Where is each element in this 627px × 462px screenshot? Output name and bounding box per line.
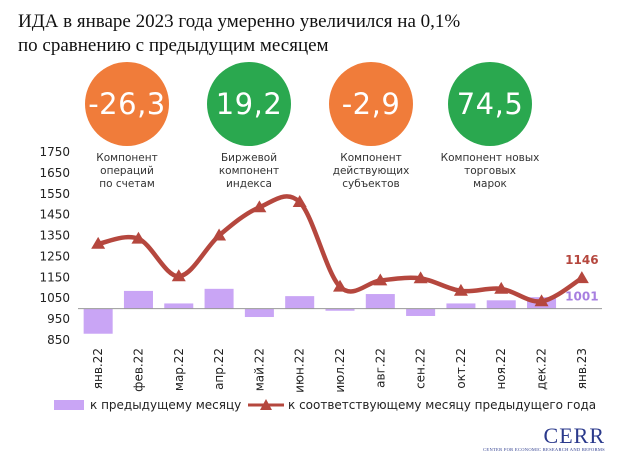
kpi-entities-label-line: субъектов bbox=[342, 178, 400, 190]
kpi-entities-label-line: Компонент bbox=[340, 152, 402, 164]
bar bbox=[406, 308, 436, 316]
legend-item-bars: к предыдущему месяцу bbox=[54, 398, 241, 412]
kpi-entities: -2,9 Компонент действующих субъектов bbox=[306, 62, 436, 191]
x-tick-label: дек.22 bbox=[535, 348, 549, 390]
line-point bbox=[292, 195, 307, 208]
y-tick-label: 850 bbox=[47, 333, 70, 347]
y-tick-label: 1650 bbox=[39, 166, 70, 180]
kpi-accounts: -26,3 Компонент операций по счетам bbox=[62, 62, 192, 191]
x-tick-label: фев.22 bbox=[131, 348, 145, 392]
x-tick-label: авг.22 bbox=[373, 348, 387, 388]
line-point bbox=[171, 269, 186, 282]
x-tick-label: июл.22 bbox=[333, 348, 347, 393]
line-point bbox=[131, 231, 146, 244]
kpi-accounts-circle: -26,3 bbox=[85, 62, 169, 146]
legend-bar-swatch bbox=[54, 400, 84, 410]
kpi-accounts-label: Компонент операций по счетам bbox=[62, 152, 192, 191]
kpi-exchange-label-line: Биржевой bbox=[220, 152, 278, 164]
kpi-trademarks-label-line: марок bbox=[473, 178, 507, 190]
x-tick-label: янв.23 bbox=[575, 348, 589, 389]
line-point bbox=[534, 294, 549, 307]
kpi-trademarks-label-line: Компонент новых bbox=[440, 152, 540, 164]
line-point bbox=[212, 228, 227, 241]
y-tick-label: 1150 bbox=[39, 270, 70, 284]
kpi-trademarks-label: Компонент новых торговых марок bbox=[425, 152, 555, 191]
chart-title: ИДА в январе 2023 года умеренно увеличил… bbox=[18, 10, 618, 58]
kpi-trademarks-label-line: торговых bbox=[464, 165, 516, 177]
data-label: 1001 bbox=[565, 289, 598, 303]
y-tick-label: 1450 bbox=[39, 208, 70, 222]
y-tick-label: 1250 bbox=[39, 249, 70, 263]
y-tick-label: 1750 bbox=[39, 145, 70, 159]
line-point bbox=[494, 281, 509, 294]
legend-line-label: к соответствующему месяцу предыдущего го… bbox=[288, 398, 597, 412]
kpi-entities-label-line: действующих bbox=[332, 165, 410, 177]
x-tick-label: июн.22 bbox=[293, 348, 307, 393]
legend-line-key bbox=[248, 399, 284, 410]
kpi-exchange-label: Биржевой компонент индекса bbox=[184, 152, 314, 191]
kpi-trademarks-circle: 74,5 bbox=[448, 62, 532, 146]
y-tick-label: 1550 bbox=[39, 187, 70, 201]
line-point bbox=[413, 271, 428, 284]
bar bbox=[204, 288, 234, 309]
x-tick-label: апр.22 bbox=[212, 348, 226, 390]
x-tick-label: мар.22 bbox=[172, 348, 186, 391]
kpi-exchange-label-line: компонент bbox=[218, 165, 280, 177]
line-point bbox=[453, 283, 468, 296]
y-tick-label: 1050 bbox=[39, 291, 70, 305]
data-label: 1146 bbox=[565, 253, 598, 267]
x-tick-label: ноя.22 bbox=[494, 348, 508, 390]
legend-bar-label: к предыдущему месяцу bbox=[90, 398, 242, 412]
bar bbox=[244, 308, 274, 318]
logo-subtitle: CENTER FOR ECONOMIC RESEARCH AND REFORMS bbox=[483, 447, 605, 452]
line-point bbox=[252, 200, 267, 213]
x-tick-label: май.22 bbox=[252, 348, 266, 391]
line-point bbox=[373, 273, 388, 286]
kpi-accounts-label-line: по счетам bbox=[99, 178, 155, 190]
kpi-exchange-circle: 19,2 bbox=[207, 62, 291, 146]
cerr-logo: CERR CENTER FOR ECONOMIC RESEARCH AND RE… bbox=[483, 423, 605, 453]
title-line-2: по сравнению с предыдущим месяцем bbox=[18, 35, 329, 56]
bar bbox=[446, 303, 476, 309]
bar bbox=[123, 290, 153, 309]
logo-text: CERR bbox=[543, 423, 605, 448]
bar bbox=[365, 294, 395, 309]
line-point bbox=[91, 236, 106, 249]
kpi-trademarks: 74,5 Компонент новых торговых марок bbox=[425, 62, 555, 191]
legend: к предыдущему месяцу к соответствующему … bbox=[40, 398, 620, 418]
bar bbox=[325, 308, 355, 311]
kpi-entities-label: Компонент действующих субъектов bbox=[306, 152, 436, 191]
title-line-1: ИДА в январе 2023 года умеренно увеличил… bbox=[18, 11, 461, 32]
bar bbox=[285, 296, 315, 309]
line-point bbox=[333, 279, 347, 292]
kpi-entities-circle: -2,9 bbox=[329, 62, 413, 146]
y-tick-label: 950 bbox=[47, 312, 70, 326]
bar bbox=[486, 300, 516, 309]
line-point bbox=[574, 271, 589, 284]
kpi-exchange-label-line: индекса bbox=[226, 178, 272, 190]
kpi-accounts-label-line: операций bbox=[100, 165, 154, 177]
bar bbox=[83, 308, 113, 334]
kpi-exchange: 19,2 Биржевой компонент индекса bbox=[184, 62, 314, 191]
legend-item-line: к соответствующему месяцу предыдущего го… bbox=[248, 398, 596, 412]
y-tick-label: 1350 bbox=[39, 229, 70, 243]
x-tick-label: окт.22 bbox=[454, 348, 468, 389]
kpi-accounts-label-line: Компонент bbox=[96, 152, 158, 164]
bar bbox=[164, 303, 194, 309]
x-tick-label: янв.22 bbox=[91, 348, 105, 389]
x-tick-label: сен.22 bbox=[414, 348, 428, 389]
